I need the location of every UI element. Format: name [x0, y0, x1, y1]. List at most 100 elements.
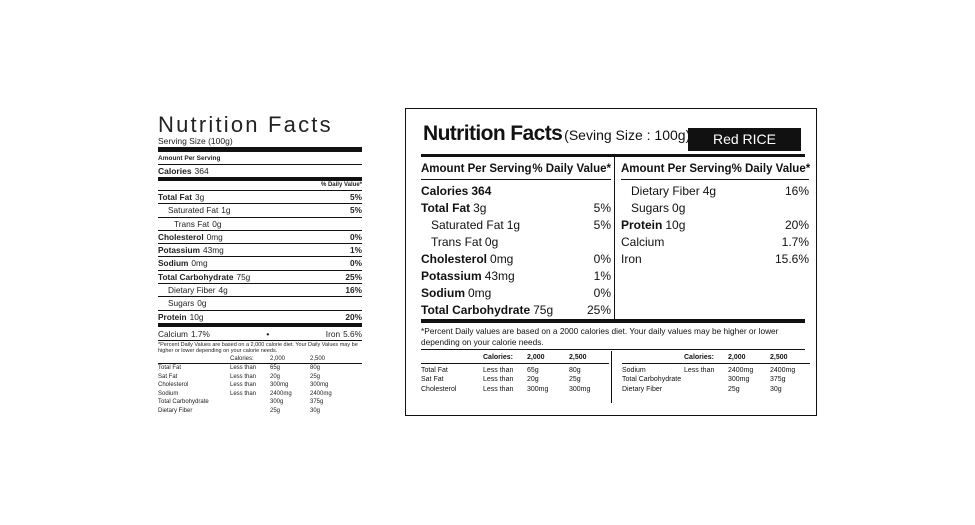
daily-value: 1.7% — [781, 235, 809, 249]
header-label: Calories: — [230, 355, 254, 362]
nutrient-row: Iron 15.6% — [621, 251, 809, 268]
nutrient-name: Protein — [621, 218, 663, 232]
left-column: Amount Per Serving% Daily Value* Calories… — [421, 157, 611, 319]
rule — [421, 349, 805, 350]
nutrient-amount: 3g — [194, 192, 205, 202]
qualifier: Less than — [230, 365, 257, 372]
nutrient-name: Sodium — [421, 286, 465, 300]
nutrient-amount: 0g — [672, 201, 686, 215]
serving-size: Serving Size (100g) — [158, 136, 362, 152]
row-name: Sodium — [158, 390, 179, 397]
calories-amount: 364 — [471, 184, 492, 198]
nutrient-row: Total Fat 3g 5% — [421, 200, 611, 217]
row-name: Sodium — [622, 366, 646, 374]
spacer — [421, 353, 483, 363]
footnote: *Percent Daily values are based on a 200… — [421, 326, 779, 347]
limit-2500: 2400mg — [770, 366, 796, 374]
table-row: Cholesterol Less than 300mg 300mg — [421, 385, 609, 395]
nutrient-amount: 1g — [221, 205, 231, 216]
nutrient-row: Trans Fat 0g — [158, 216, 362, 230]
table-row: Cholesterol Less than 300mg 300mg — [158, 382, 362, 390]
row-name: Dietary Fiber — [622, 385, 663, 393]
daily-value-header: % Daily Value* — [320, 182, 362, 188]
row-name: Dietary Fiber — [158, 407, 193, 414]
nutrient-amount: 0g — [197, 298, 207, 309]
row-name: Cholesterol — [158, 382, 189, 389]
daily-value: 1% — [593, 269, 611, 283]
vitamin-dv: 5.6% — [343, 328, 362, 339]
limit-2500: 30g — [310, 407, 321, 414]
nutrient-name: Total Carbohydrate — [421, 303, 531, 317]
header-value: 2,000 — [527, 354, 545, 361]
limit-2500: 80g — [569, 366, 581, 374]
nutrient-amount: 0mg — [490, 252, 514, 266]
qualifier: Less than — [684, 366, 715, 374]
nutrient-name: Potassium — [158, 245, 200, 256]
limit-2000: 2400mg — [270, 390, 292, 397]
nutrient-name: Total Carbohydrate — [158, 271, 234, 282]
table-header: Calories: 2,000 2,500 — [421, 353, 609, 364]
nutrient-amount: 1g — [506, 218, 521, 232]
daily-value: 15.6% — [774, 252, 809, 266]
table-row: Sodium Less than 2400mg 2400mg — [158, 391, 362, 399]
nutrient-name: Cholesterol — [158, 231, 204, 242]
title: Nutrition Facts — [158, 112, 333, 137]
nutrient-name: Total Fat — [158, 192, 192, 202]
table-divider — [611, 351, 612, 403]
row-name: Total Carbohydrate — [622, 376, 682, 383]
nutrient-name: Dietary Fiber — [168, 285, 216, 296]
table-row: Sat Fat Less than 20g 25g — [158, 374, 362, 382]
product-name: Red RICE — [688, 128, 801, 151]
nutrient-name: Trans Fat — [431, 235, 482, 249]
nutrient-row: Total Carbohydrate 75g 25% — [421, 302, 611, 319]
amount-per-serving: Amount Per Serving — [158, 155, 221, 162]
daily-value: 1% — [350, 245, 362, 256]
calories-label: Calories — [158, 166, 192, 176]
nutrient-row: Sugars 0g — [621, 200, 809, 217]
nutrient-amount: 75g — [236, 271, 251, 282]
vitamin-name: Iron — [325, 328, 341, 339]
nutrient-row: Protein 10g 20% — [621, 217, 809, 234]
nutrient-row: Total Fat 3g 5% — [158, 190, 362, 203]
nutrient-name: Saturated Fat — [168, 205, 219, 216]
header-value: 2,500 — [569, 354, 587, 361]
nutrient-amount: 10g — [189, 311, 204, 322]
vitamins-row: Calcium 1.7% • Iron 5.6% — [158, 329, 362, 341]
qualifier: Less than — [483, 376, 514, 383]
reference-table: Calories: 2,000 2,500 Total Fat Less than 65g… — [421, 353, 609, 394]
nutrient-name: Dietary Fiber — [631, 184, 700, 198]
dv-header: % Daily Value* — [731, 163, 811, 175]
limit-2500: 25g — [310, 373, 321, 380]
nutrient-name: Protein — [158, 311, 187, 322]
horizontal-nutrition-label: Nutrition Facts (Seving Size : 100g) Red … — [405, 108, 817, 416]
table-row: Total Fat Less than 65g 80g — [421, 366, 609, 376]
nutrient-amount: 4g — [218, 285, 228, 296]
nutrient-row: Protein 10g 20% — [158, 309, 362, 327]
vitamin: Calcium 1.7% — [158, 329, 210, 340]
daily-value: 25% — [586, 303, 611, 317]
dv-header: % Daily Value* — [532, 163, 611, 175]
daily-value: 0% — [350, 258, 362, 269]
qualifier: Less than — [230, 373, 257, 380]
table-row: Total Carbohydrate 300mg 375g — [622, 375, 810, 385]
table-row: Total Fat Less than 65g 80g — [158, 365, 362, 373]
daily-value: 0% — [593, 286, 611, 300]
daily-value: 5% — [593, 201, 611, 215]
amount-header: Amount Per Serving — [621, 163, 732, 175]
nutrient-row: Cholesterol 0mg 0% — [158, 229, 362, 243]
qualifier: Less than — [230, 382, 257, 389]
daily-value: 5% — [350, 205, 362, 216]
spacer — [230, 408, 270, 416]
daily-value: 0% — [593, 252, 611, 266]
right-column: Amount Per Serving% Daily Value* Dietary … — [621, 157, 811, 319]
limit-2500: 30g — [770, 385, 782, 393]
column-header: Amount Per Serving% Daily Value* — [621, 157, 811, 180]
nutrient-row: Cholesterol 0mg 0% — [421, 251, 611, 268]
nutrient-row: Dietary Fiber 4g 16% — [621, 183, 809, 200]
header-value: 2,500 — [770, 354, 788, 361]
nutrient-amount: 43mg — [484, 269, 515, 283]
nutrient-name: Cholesterol — [421, 252, 488, 266]
header-value: 2,500 — [310, 355, 326, 362]
vitamin-name: Calcium — [158, 328, 188, 339]
